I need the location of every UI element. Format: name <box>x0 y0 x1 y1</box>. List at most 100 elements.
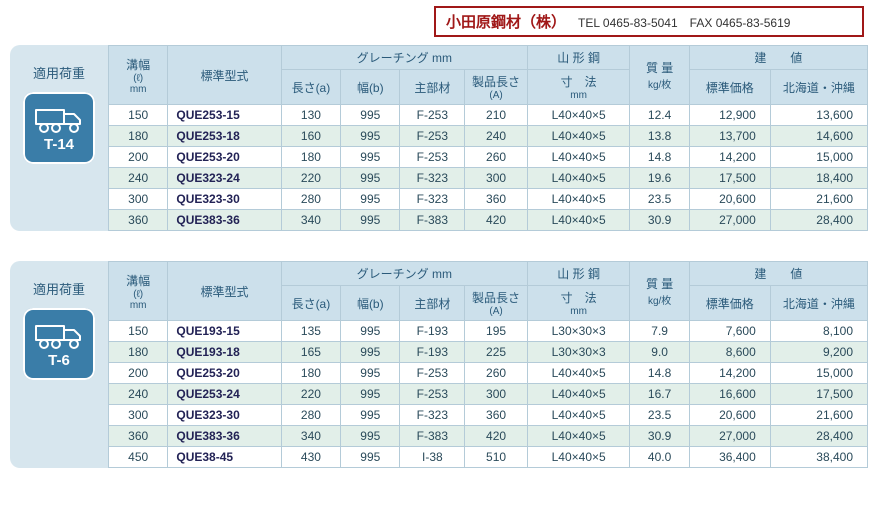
th-main: 主部材 <box>400 70 465 105</box>
cell-groove: 240 <box>109 384 168 405</box>
load-label: 適用荷重 <box>16 63 102 82</box>
cell-hok-price: 15,000 <box>770 147 867 168</box>
cell-std-price: 14,200 <box>689 363 770 384</box>
cell-weight: 13.8 <box>630 126 689 147</box>
th-weight: 質 量kg/枚 <box>630 262 689 321</box>
cell-angle: L40×40×5 <box>527 447 630 468</box>
cell-model: QUE383-36 <box>168 426 281 447</box>
cell-weight: 30.9 <box>630 210 689 231</box>
cell-hok-price: 21,600 <box>770 405 867 426</box>
th-price: 建 値 <box>689 46 867 70</box>
cell-a: 180 <box>281 147 340 168</box>
cell-main: I-38 <box>400 447 465 468</box>
cell-b: 995 <box>341 189 400 210</box>
cell-std-price: 16,600 <box>689 384 770 405</box>
cell-hok-price: 9,200 <box>770 342 867 363</box>
cell-hok-price: 28,400 <box>770 426 867 447</box>
cell-main: F-323 <box>400 405 465 426</box>
table-row: 180 QUE193-18 165 995 F-193 225 L30×30×3… <box>109 342 868 363</box>
cell-angle: L30×30×3 <box>527 342 630 363</box>
cell-std-price: 13,700 <box>689 126 770 147</box>
cell-main: F-253 <box>400 384 465 405</box>
cell-weight: 23.5 <box>630 189 689 210</box>
cell-model: QUE193-15 <box>168 321 281 342</box>
cell-b: 995 <box>341 363 400 384</box>
cell-groove: 150 <box>109 321 168 342</box>
table-row: 360 QUE383-36 340 995 F-383 420 L40×40×5… <box>109 210 868 231</box>
cell-std-price: 27,000 <box>689 210 770 231</box>
th-hok-price: 北海道・沖縄 <box>770 70 867 105</box>
table-row: 300 QUE323-30 280 995 F-323 360 L40×40×5… <box>109 405 868 426</box>
cell-hok-price: 18,400 <box>770 168 867 189</box>
cell-weight: 14.8 <box>630 363 689 384</box>
cell-groove: 180 <box>109 126 168 147</box>
load-column: 適用荷重 T-6 <box>10 261 108 468</box>
cell-main: F-193 <box>400 321 465 342</box>
t-class: T-14 <box>44 136 74 153</box>
cell-prod-len: 260 <box>465 147 528 168</box>
cell-prod-len: 300 <box>465 384 528 405</box>
cell-model: QUE253-20 <box>168 363 281 384</box>
cell-angle: L40×40×5 <box>527 384 630 405</box>
cell-prod-len: 360 <box>465 405 528 426</box>
th-groove: 溝幅(ℓ)mm <box>109 46 168 105</box>
cell-b: 995 <box>341 126 400 147</box>
cell-model: QUE323-30 <box>168 405 281 426</box>
cell-std-price: 27,000 <box>689 426 770 447</box>
cell-weight: 16.7 <box>630 384 689 405</box>
cell-angle: L40×40×5 <box>527 426 630 447</box>
cell-a: 165 <box>281 342 340 363</box>
table-row: 150 QUE193-15 135 995 F-193 195 L30×30×3… <box>109 321 868 342</box>
company-tel: TEL 0465-83-5041 <box>578 16 678 30</box>
spec-section: 適用荷重 T-14 溝幅(ℓ)mm 標準型式 <box>10 45 868 231</box>
cell-prod-len: 510 <box>465 447 528 468</box>
cell-a: 280 <box>281 189 340 210</box>
cell-b: 995 <box>341 168 400 189</box>
cell-groove: 300 <box>109 189 168 210</box>
th-prod-len: 製品長さ(A) <box>465 70 528 105</box>
cell-b: 995 <box>341 405 400 426</box>
cell-a: 340 <box>281 426 340 447</box>
cell-hok-price: 8,100 <box>770 321 867 342</box>
cell-std-price: 14,200 <box>689 147 770 168</box>
cell-weight: 19.6 <box>630 168 689 189</box>
th-width-b: 幅(b) <box>341 70 400 105</box>
cell-model: QUE323-24 <box>168 168 281 189</box>
fax-label: FAX <box>690 16 713 30</box>
cell-main: F-193 <box>400 342 465 363</box>
cell-prod-len: 260 <box>465 363 528 384</box>
cell-b: 995 <box>341 105 400 126</box>
th-prod-len: 製品長さ(A) <box>465 286 528 321</box>
cell-main: F-323 <box>400 189 465 210</box>
fax-number: 0465-83-5619 <box>716 16 791 30</box>
cell-std-price: 20,600 <box>689 189 770 210</box>
cell-model: QUE323-30 <box>168 189 281 210</box>
cell-hok-price: 14,600 <box>770 126 867 147</box>
table-row: 200 QUE253-20 180 995 F-253 260 L40×40×5… <box>109 147 868 168</box>
cell-a: 430 <box>281 447 340 468</box>
cell-groove: 300 <box>109 405 168 426</box>
table-wrap: 溝幅(ℓ)mm 標準型式 グレーチング mm 山 形 鋼 質 量kg/枚 建 値… <box>108 45 868 231</box>
truck-badge: T-14 <box>23 92 95 164</box>
cell-prod-len: 240 <box>465 126 528 147</box>
cell-angle: L40×40×5 <box>527 363 630 384</box>
cell-hok-price: 21,600 <box>770 189 867 210</box>
cell-b: 995 <box>341 210 400 231</box>
cell-main: F-383 <box>400 426 465 447</box>
cell-model: QUE253-18 <box>168 126 281 147</box>
cell-model: QUE253-20 <box>168 147 281 168</box>
th-angle: 山 形 鋼 <box>527 46 630 70</box>
cell-weight: 14.8 <box>630 147 689 168</box>
table-row: 300 QUE323-30 280 995 F-323 360 L40×40×5… <box>109 189 868 210</box>
cell-prod-len: 210 <box>465 105 528 126</box>
th-weight: 質 量kg/枚 <box>630 46 689 105</box>
th-angle: 山 形 鋼 <box>527 262 630 286</box>
cell-a: 220 <box>281 384 340 405</box>
cell-hok-price: 13,600 <box>770 105 867 126</box>
table-row: 240 QUE253-24 220 995 F-253 300 L40×40×5… <box>109 384 868 405</box>
cell-groove: 240 <box>109 168 168 189</box>
cell-b: 995 <box>341 321 400 342</box>
table-row: 360 QUE383-36 340 995 F-383 420 L40×40×5… <box>109 426 868 447</box>
cell-angle: L40×40×5 <box>527 210 630 231</box>
cell-prod-len: 420 <box>465 426 528 447</box>
